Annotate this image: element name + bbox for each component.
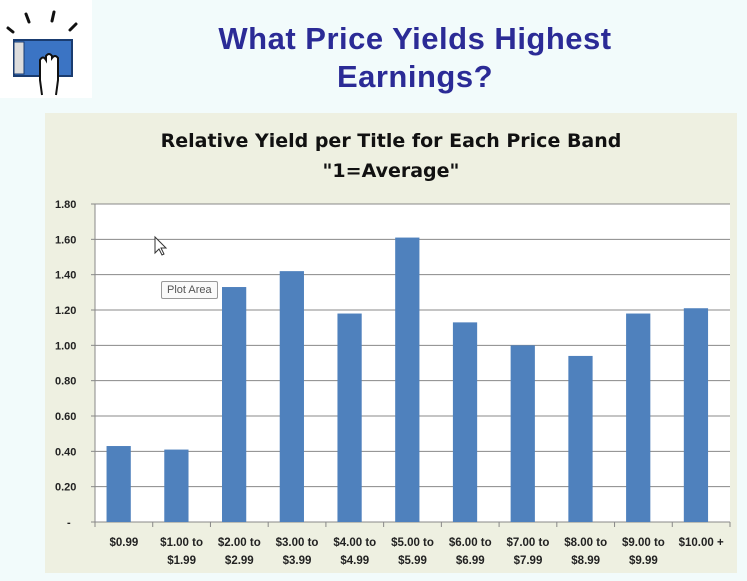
x-tick-label: $4.99 — [340, 555, 369, 567]
x-tick-label: $8.00 to — [564, 537, 607, 549]
bar — [337, 313, 362, 522]
x-tick-label: $6.99 — [456, 555, 485, 567]
bar — [626, 313, 651, 522]
logo — [0, 0, 92, 98]
y-tick-label: 0.20 — [55, 482, 76, 494]
bar — [395, 237, 420, 523]
y-tick-label: 1.60 — [55, 234, 76, 246]
x-tick-label: $1.99 — [167, 555, 196, 567]
y-tick-label: 0.40 — [55, 446, 76, 458]
book-hand-icon — [6, 10, 78, 96]
chart-subtitle: "1=Average" — [323, 160, 460, 182]
x-tick-label: $8.99 — [571, 555, 600, 567]
x-tick-label: $4.00 to — [333, 537, 376, 549]
y-tick-label: 0.60 — [55, 411, 76, 423]
x-tick-label: $3.99 — [283, 555, 312, 567]
bar — [279, 271, 304, 522]
x-tick-label: $5.00 to — [391, 537, 434, 549]
y-tick-label: 1.00 — [55, 340, 76, 352]
y-tick-label: 1.80 — [55, 199, 76, 211]
x-tick-label: $7.99 — [514, 555, 543, 567]
title-line-2: Earnings? — [336, 59, 494, 94]
bar — [106, 446, 131, 522]
chart-title: Relative Yield per Title for Each Price … — [161, 130, 622, 152]
x-tick-label: $9.99 — [629, 555, 658, 567]
chart[interactable]: Relative Yield per Title for Each Price … — [45, 113, 737, 573]
y-tick-label: 1.40 — [55, 270, 76, 282]
y-tick-label: 1.20 — [55, 305, 76, 317]
bar — [510, 345, 535, 522]
title-line-1: What Price Yields Highest — [218, 21, 612, 56]
bar — [452, 322, 478, 522]
bar — [222, 287, 247, 522]
x-tick-label: $10.00 + — [679, 537, 724, 549]
x-tick-label: $0.99 — [109, 537, 138, 549]
plot-area-tooltip: Plot Area — [161, 281, 218, 299]
x-tick-label: $6.00 to — [449, 537, 492, 549]
x-tick-label: $5.99 — [398, 555, 427, 567]
x-tick-label: $2.00 to — [218, 537, 261, 549]
y-tick-label: 0.80 — [55, 376, 76, 388]
bar — [683, 308, 709, 522]
mouse-cursor-icon — [154, 235, 168, 256]
bar — [568, 355, 593, 522]
bar — [164, 449, 189, 522]
x-tick-label: $7.00 to — [507, 537, 550, 549]
x-tick-label: $9.00 to — [622, 537, 665, 549]
x-tick-label: $3.00 to — [276, 537, 319, 549]
chart-svg: Relative Yield per Title for Each Price … — [55, 130, 731, 567]
x-tick-label: $2.99 — [225, 555, 254, 567]
y-tick-label: - — [67, 517, 71, 529]
slide-title: What Price Yields Highest Earnings? — [150, 20, 680, 96]
x-tick-label: $1.00 to — [160, 537, 203, 549]
